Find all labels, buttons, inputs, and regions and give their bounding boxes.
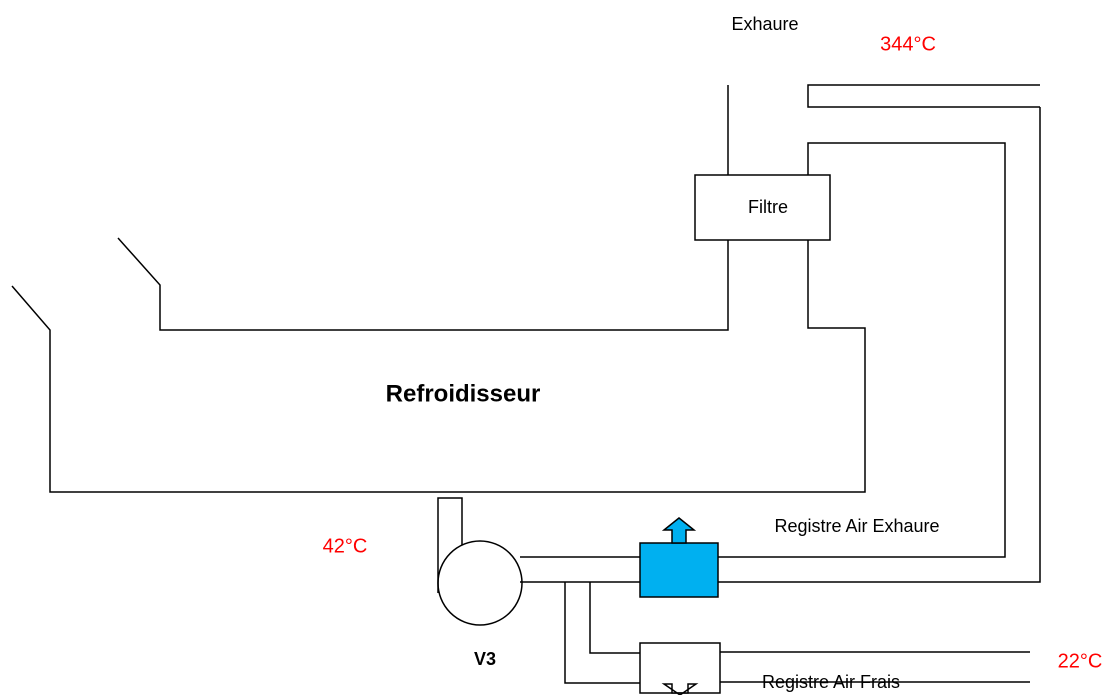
temperature: 344°C (880, 33, 936, 55)
fresh-air-damper (639, 642, 721, 694)
filter-box (694, 174, 831, 241)
label: Refroidisseur (386, 380, 541, 407)
duct-line (11, 240, 866, 493)
temperature: 22°C (1058, 650, 1103, 672)
label: Registre Air Exhaure (774, 516, 939, 536)
duct-line (564, 582, 640, 684)
label: V3 (474, 649, 496, 669)
duct-line (718, 107, 1041, 583)
duct-line (437, 497, 463, 593)
down-arrow (661, 683, 699, 695)
temperature: 42°C (323, 535, 368, 557)
label: Filtre (748, 197, 788, 217)
duct-line (807, 84, 1040, 108)
label: Registre Air Frais (762, 672, 900, 692)
duct-line (117, 237, 729, 331)
label: Exhaure (731, 14, 798, 34)
duct-line (718, 142, 1006, 558)
up-arrow (661, 517, 697, 544)
fan (437, 540, 523, 626)
ducts (11, 84, 1041, 684)
duct-line (589, 582, 640, 654)
exhaust-damper (639, 542, 719, 598)
